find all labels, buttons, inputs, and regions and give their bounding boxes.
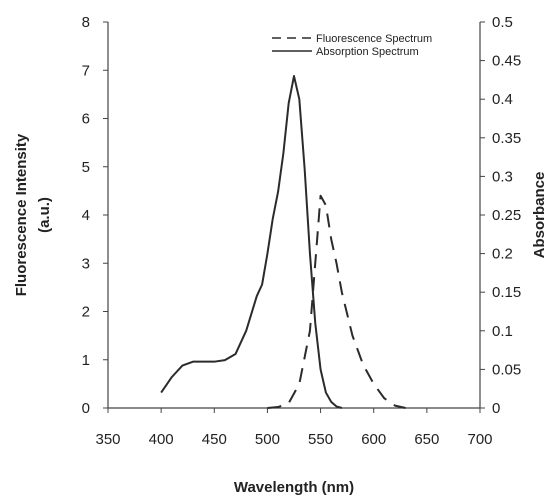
right-y-tick-label: 0.5 — [492, 14, 513, 31]
right-y-ticks: 0 0.05 0.1 0.15 0.2 0.25 0.3 0.35 0.4 0.45 0.5 — [480, 14, 521, 417]
x-tick-label: 350 — [95, 431, 120, 448]
right-y-tick-label: 0.05 — [492, 361, 521, 378]
legend: Fluorescence Spectrum Absorption Spectru… — [272, 33, 432, 58]
left-y-tick-label: 8 — [82, 14, 90, 31]
right-y-tick-label: 0.4 — [492, 91, 513, 108]
x-tick-label: 450 — [202, 431, 227, 448]
left-y-tick-label: 6 — [82, 111, 90, 128]
left-y-axis-title-line2: (a.u.) — [36, 197, 53, 233]
right-y-tick-label: 0.2 — [492, 246, 513, 263]
right-y-tick-label: 0.3 — [492, 168, 513, 185]
right-y-tick-label: 0.45 — [492, 53, 521, 70]
left-y-tick-label: 1 — [82, 352, 90, 369]
left-y-tick-label: 4 — [82, 207, 90, 224]
x-tick-label: 500 — [255, 431, 280, 448]
left-y-tick-label: 5 — [82, 159, 90, 176]
left-y-ticks: 0 1 2 3 4 5 6 7 8 — [82, 14, 108, 417]
fluorescence-spectrum-line — [267, 194, 406, 409]
left-y-tick-label: 7 — [82, 62, 90, 79]
x-axis-title: Wavelength (nm) — [234, 479, 354, 496]
right-y-tick-label: 0.25 — [492, 207, 521, 224]
left-y-tick-label: 3 — [82, 255, 90, 272]
right-y-tick-label: 0.15 — [492, 284, 521, 301]
x-tick-label: 650 — [414, 431, 439, 448]
absorption-spectrum-line — [160, 75, 343, 409]
x-ticks: 350 400 450 500 550 600 650 700 — [95, 408, 493, 448]
legend-label-absorption: Absorption Spectrum — [316, 46, 419, 58]
x-tick-label: 700 — [467, 431, 492, 448]
right-y-tick-label: 0.35 — [492, 130, 521, 147]
x-tick-label: 600 — [361, 431, 386, 448]
left-y-axis-title-line1: Fluorescence Intensity — [13, 133, 30, 296]
left-y-tick-label: 0 — [82, 400, 90, 417]
legend-label-fluorescence: Fluorescence Spectrum — [316, 33, 432, 45]
right-y-axis-title: Absorbance — [531, 172, 548, 259]
x-tick-label: 550 — [308, 431, 333, 448]
series-layer — [160, 75, 406, 409]
left-y-tick-label: 2 — [82, 304, 90, 321]
right-y-tick-label: 0 — [492, 400, 500, 417]
right-y-tick-label: 0.1 — [492, 323, 513, 340]
x-tick-label: 400 — [149, 431, 174, 448]
